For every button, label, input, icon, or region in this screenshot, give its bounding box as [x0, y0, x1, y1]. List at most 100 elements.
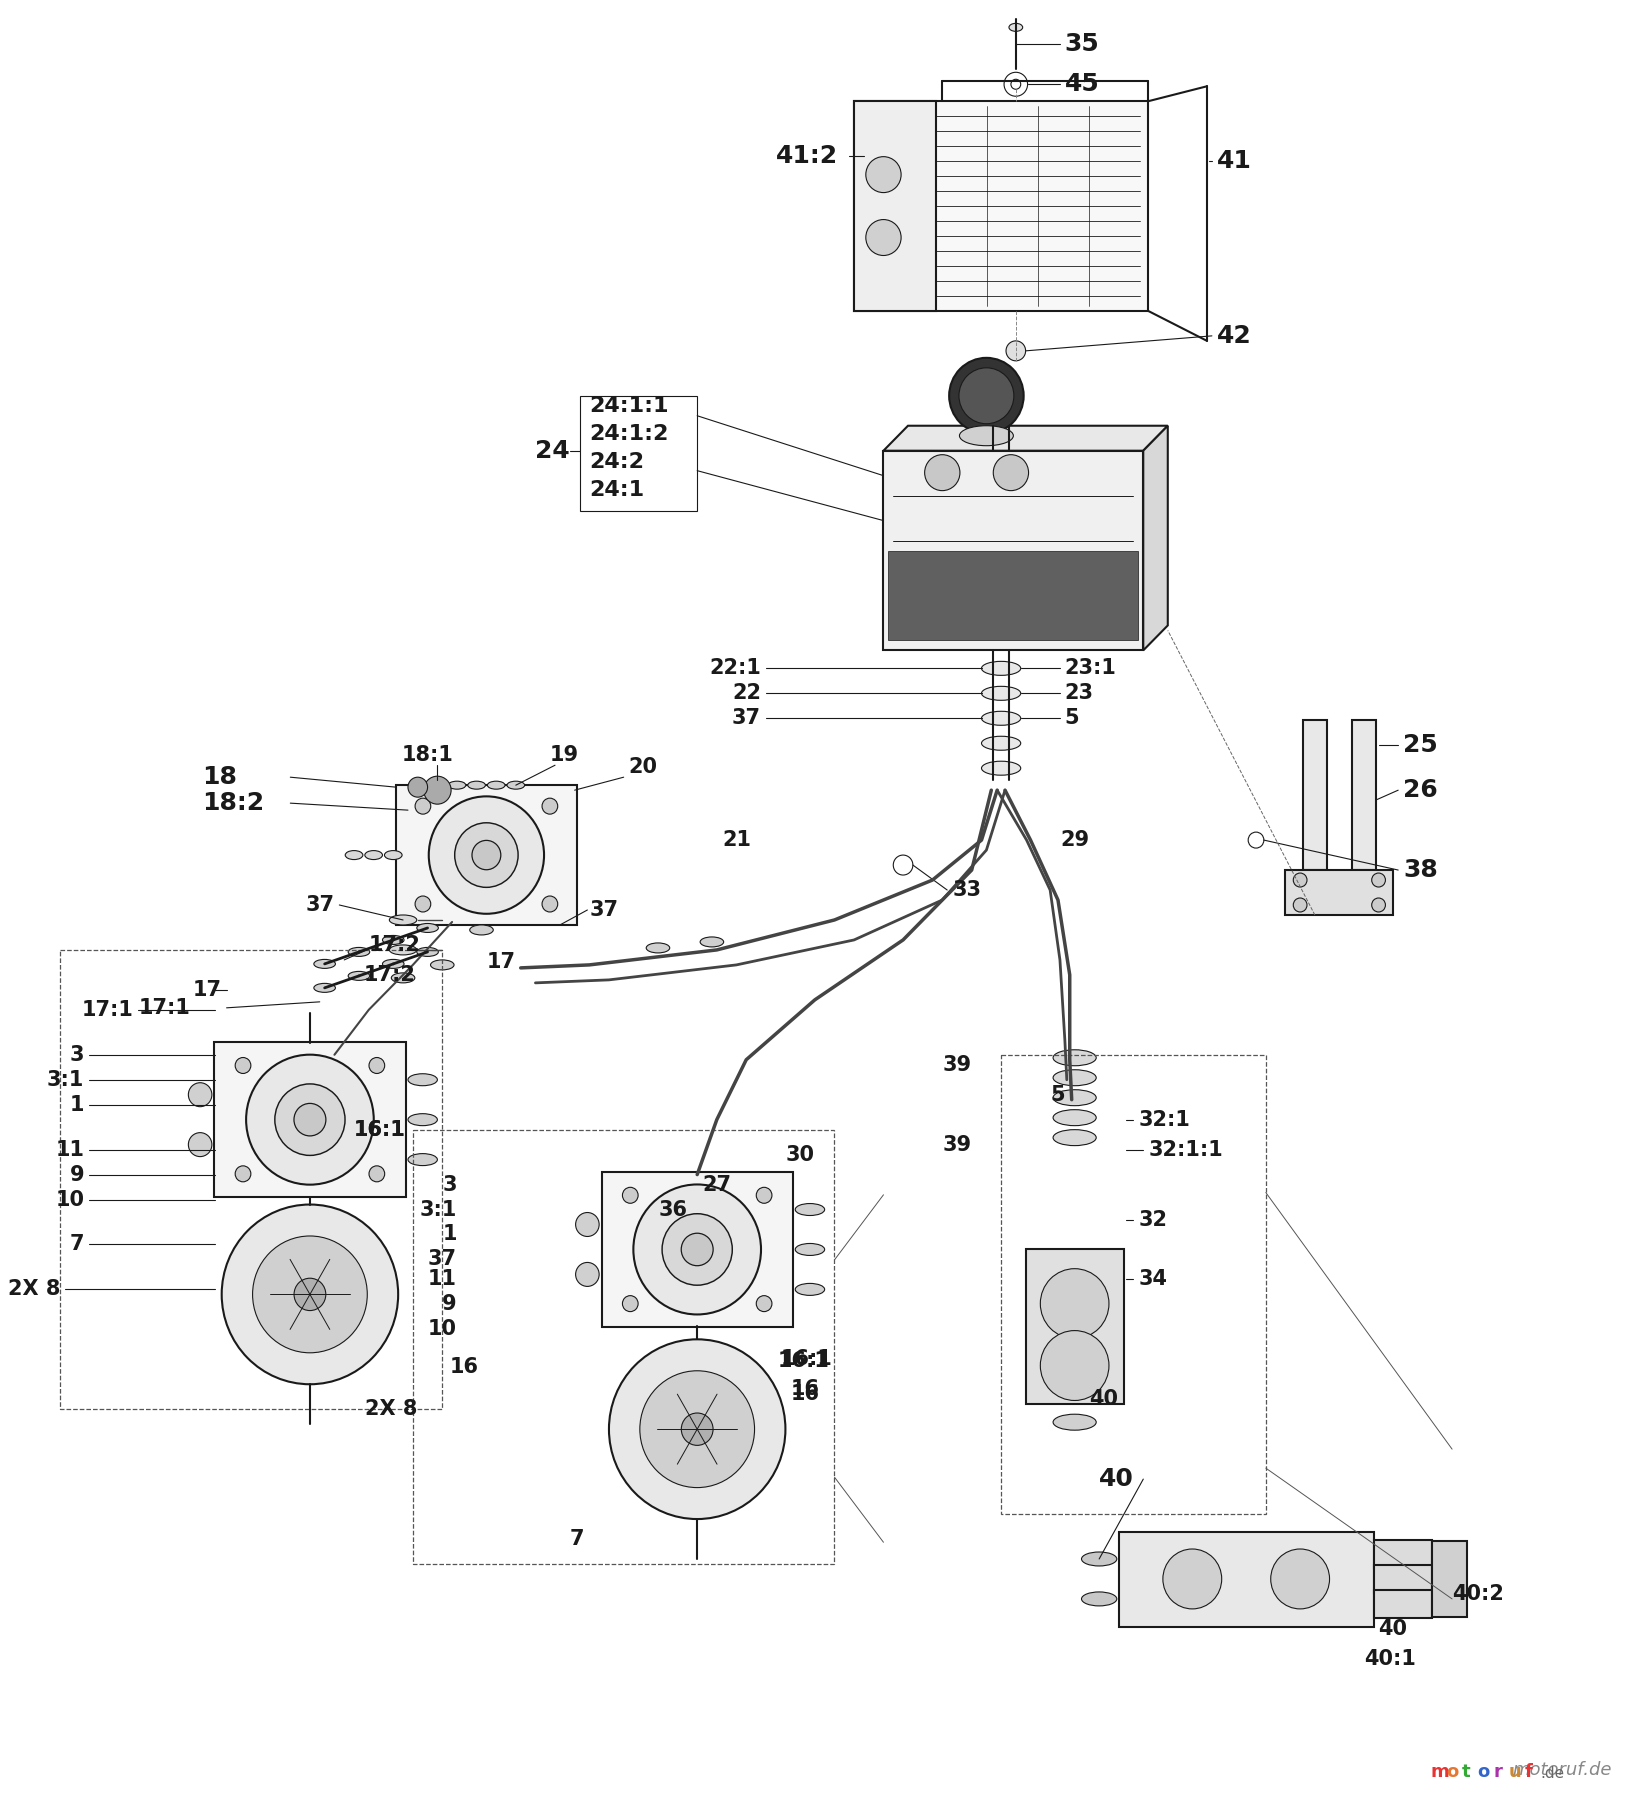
Text: 24:2: 24:2	[589, 452, 645, 472]
Circle shape	[959, 367, 1014, 423]
Circle shape	[1293, 898, 1307, 913]
Text: 17:2: 17:2	[370, 934, 420, 956]
Circle shape	[542, 797, 558, 814]
Circle shape	[370, 1166, 384, 1183]
Circle shape	[409, 778, 428, 797]
Text: 32:1: 32:1	[1138, 1109, 1190, 1130]
Ellipse shape	[1053, 1089, 1096, 1105]
Ellipse shape	[982, 661, 1021, 675]
Text: 3: 3	[443, 1175, 457, 1195]
Text: 24:1:2: 24:1:2	[589, 423, 669, 445]
Text: 29: 29	[1060, 830, 1089, 850]
Text: 21: 21	[723, 830, 751, 850]
Ellipse shape	[384, 851, 402, 860]
Circle shape	[949, 358, 1024, 434]
Ellipse shape	[1053, 1130, 1096, 1145]
Ellipse shape	[982, 686, 1021, 700]
Text: 2X 8: 2X 8	[365, 1399, 418, 1418]
Ellipse shape	[409, 1114, 438, 1125]
Text: 25: 25	[1403, 733, 1438, 758]
Text: 19: 19	[550, 745, 580, 765]
Bar	[60, 950, 443, 1409]
Circle shape	[681, 1413, 713, 1445]
Ellipse shape	[383, 959, 404, 968]
Bar	[1374, 1564, 1433, 1593]
Circle shape	[1006, 340, 1026, 360]
Ellipse shape	[487, 781, 505, 788]
Text: 16:1: 16:1	[778, 1352, 829, 1372]
Text: 39: 39	[943, 1055, 972, 1075]
Text: u: u	[1509, 1762, 1522, 1780]
Text: 32: 32	[1138, 1210, 1167, 1229]
Text: 3: 3	[70, 1044, 85, 1066]
Text: 18: 18	[202, 765, 238, 788]
Text: m: m	[1431, 1762, 1449, 1780]
Bar	[1001, 1055, 1267, 1514]
Ellipse shape	[348, 972, 370, 981]
Bar	[855, 101, 936, 311]
Text: 22:1: 22:1	[710, 659, 760, 679]
Circle shape	[234, 1058, 251, 1073]
Ellipse shape	[794, 1283, 825, 1296]
Ellipse shape	[391, 972, 415, 983]
Circle shape	[925, 455, 961, 491]
Text: f: f	[1525, 1762, 1532, 1780]
Ellipse shape	[1053, 1415, 1096, 1431]
Ellipse shape	[506, 781, 524, 788]
Text: 9: 9	[443, 1294, 457, 1314]
Circle shape	[252, 1237, 368, 1354]
Polygon shape	[1143, 427, 1167, 650]
Text: 26: 26	[1403, 778, 1438, 803]
Text: 17: 17	[192, 979, 221, 999]
Text: 38: 38	[1403, 859, 1438, 882]
Text: 41:2: 41:2	[775, 144, 838, 167]
Text: 37: 37	[428, 1249, 457, 1269]
Circle shape	[246, 1055, 374, 1184]
Text: 17:1: 17:1	[138, 997, 190, 1017]
Bar	[602, 1172, 793, 1327]
Text: 33: 33	[952, 880, 982, 900]
Circle shape	[866, 157, 902, 193]
Text: 41: 41	[1216, 149, 1252, 173]
Bar	[1302, 720, 1327, 869]
Bar	[1353, 720, 1376, 869]
Text: 23:1: 23:1	[1065, 659, 1117, 679]
Text: 24: 24	[536, 439, 570, 463]
Text: 10: 10	[55, 1190, 85, 1210]
Circle shape	[472, 841, 501, 869]
Circle shape	[1040, 1330, 1109, 1400]
Text: 24:1: 24:1	[589, 479, 645, 500]
Text: 17:1: 17:1	[81, 999, 133, 1021]
Circle shape	[275, 1084, 345, 1156]
Text: 39: 39	[943, 1134, 972, 1154]
Text: 22: 22	[733, 684, 760, 704]
Text: 40: 40	[1379, 1618, 1408, 1638]
Ellipse shape	[383, 936, 404, 945]
Ellipse shape	[448, 781, 466, 788]
Bar	[855, 101, 1148, 311]
Circle shape	[1040, 1269, 1109, 1339]
Text: 34: 34	[1138, 1269, 1167, 1289]
Text: 9: 9	[70, 1165, 85, 1184]
Ellipse shape	[982, 711, 1021, 725]
Circle shape	[622, 1188, 638, 1202]
Ellipse shape	[314, 983, 335, 992]
Ellipse shape	[646, 943, 669, 952]
Circle shape	[221, 1204, 399, 1384]
Circle shape	[370, 1058, 384, 1073]
Ellipse shape	[417, 947, 438, 956]
Ellipse shape	[417, 923, 438, 932]
Text: 18:1: 18:1	[402, 745, 454, 765]
Circle shape	[757, 1296, 772, 1312]
Circle shape	[295, 1103, 326, 1136]
Circle shape	[1372, 898, 1385, 913]
Text: 3:1: 3:1	[47, 1069, 85, 1089]
Bar	[1374, 1541, 1433, 1568]
Text: 16:1: 16:1	[353, 1120, 405, 1139]
Text: 40: 40	[1099, 1467, 1135, 1490]
Text: 42: 42	[1216, 324, 1252, 347]
Text: 16: 16	[449, 1357, 479, 1377]
Circle shape	[189, 1132, 212, 1157]
Ellipse shape	[365, 851, 383, 860]
Ellipse shape	[1053, 1049, 1096, 1066]
